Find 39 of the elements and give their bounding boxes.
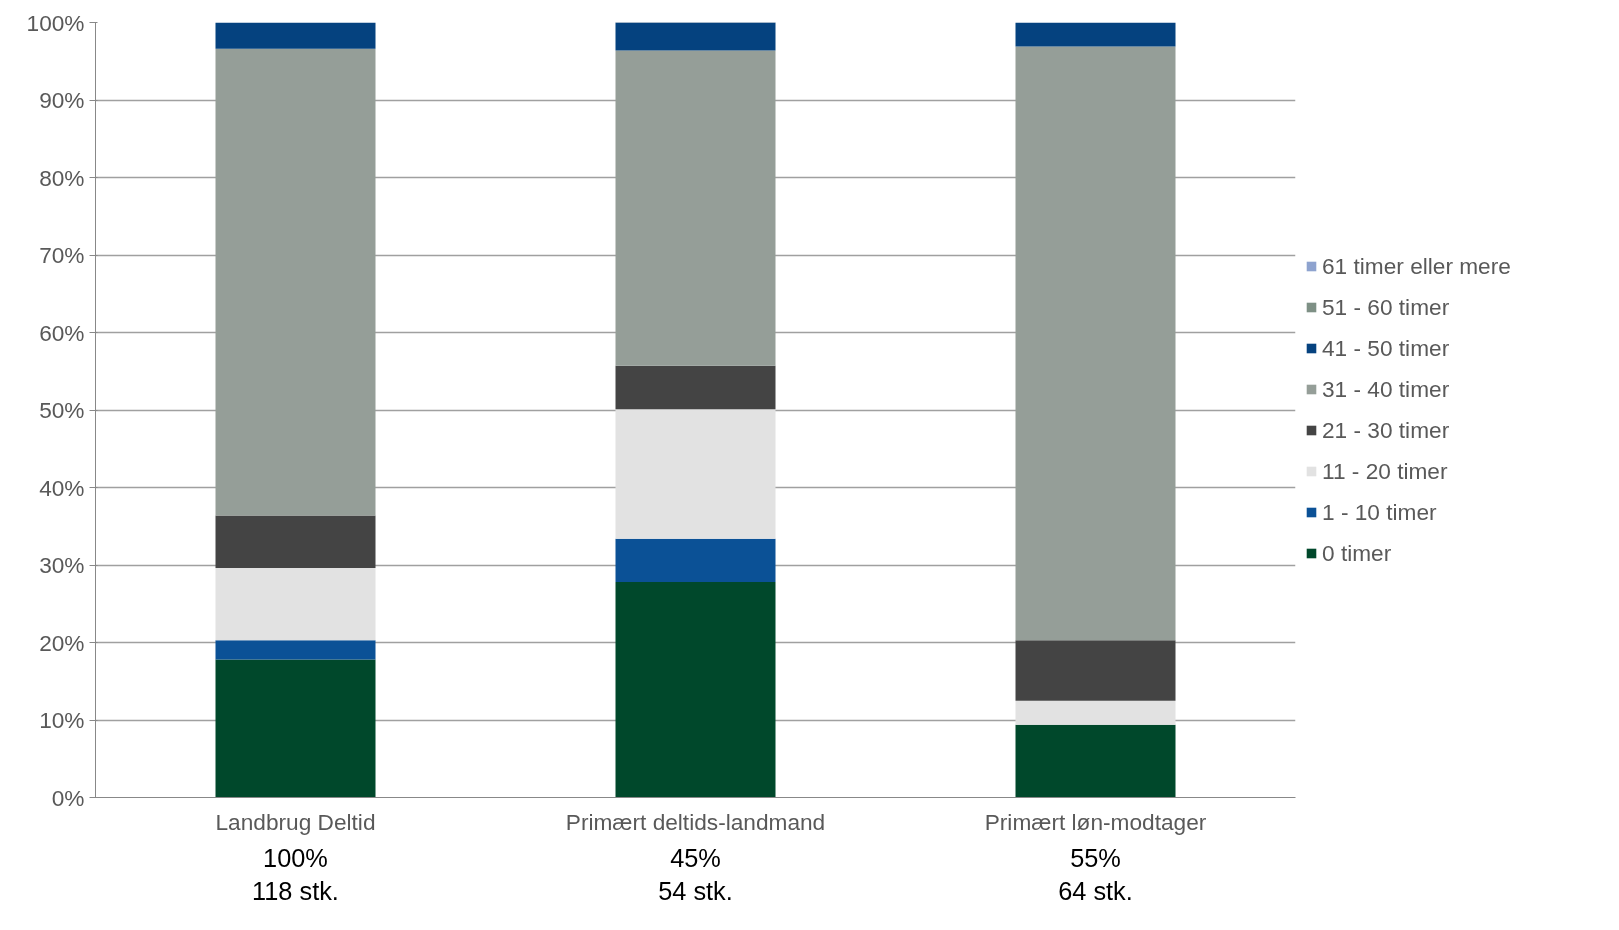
bar	[215, 568, 376, 641]
y-tick-label: 30%	[39, 552, 85, 578]
x-tick-label: Primært løn-modtager	[984, 808, 1207, 835]
y-tick-label: 90%	[39, 87, 85, 113]
bar	[615, 22, 776, 51]
y-tick-label: 40%	[39, 474, 85, 501]
y-tick-label: 50%	[39, 397, 85, 423]
bar	[615, 538, 776, 583]
x-tick-label: Landbrug Deltid	[215, 808, 376, 835]
bar	[615, 365, 776, 410]
text: 45% 54 stk.	[658, 843, 733, 906]
y-tick-label: 70%	[39, 242, 85, 268]
bar	[215, 22, 376, 49]
legend-label: 11 - 20 timer	[1322, 457, 1448, 485]
bar	[1015, 700, 1176, 725]
bar	[615, 409, 776, 539]
legend-label: 61 timer eller mere	[1322, 252, 1511, 280]
bar	[215, 640, 376, 660]
legend-label: 1 - 10 timer	[1322, 498, 1437, 526]
bar	[615, 582, 776, 798]
y-tick-label: 10%	[39, 707, 85, 733]
legend-label: 31 - 40 timer	[1322, 375, 1450, 403]
bar	[215, 659, 376, 798]
y-tick-label: 20%	[39, 629, 85, 656]
bar	[1015, 640, 1176, 701]
bar	[215, 515, 376, 569]
x-tick-label: Primært deltids-landmand	[565, 808, 826, 835]
y-tick-label: 80%	[39, 164, 85, 191]
bar	[1015, 22, 1176, 47]
legend-label: 21 - 30 timer	[1322, 416, 1450, 444]
y-tick-label: 100%	[26, 9, 85, 36]
y-tick-label: 0%	[51, 784, 85, 811]
legend-label: 51 - 60 timer	[1322, 293, 1450, 321]
legend-label: 0 timer	[1322, 539, 1392, 567]
text: 55% 64 stk.	[1058, 843, 1133, 906]
text: 100% 118 stk.	[252, 843, 339, 906]
y-tick-label: 60%	[39, 319, 85, 346]
legend-label: 41 - 50 timer	[1322, 334, 1450, 362]
bar	[1015, 724, 1176, 798]
